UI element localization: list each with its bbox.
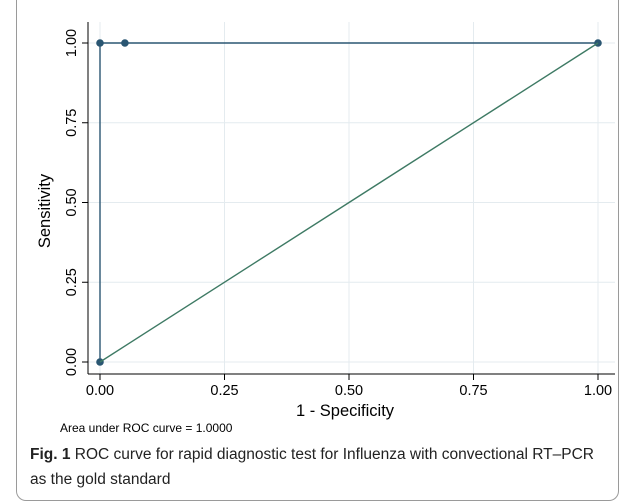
- x-tick-label: 1.00: [584, 383, 612, 399]
- caption-label: Fig. 1: [30, 446, 71, 463]
- y-axis-title: Sensitivity: [36, 173, 54, 248]
- plot-background: [88, 22, 615, 374]
- x-axis-title: 1 - Specificity: [296, 402, 395, 420]
- auc-note: Area under ROC curve = 1.0000: [60, 421, 233, 435]
- roc-curve-line: [99, 42, 598, 362]
- x-tick-label: 0.75: [459, 383, 487, 399]
- figure-caption: Fig. 1 ROC curve for rapid diagnostic te…: [30, 442, 600, 492]
- y-tick-label: 1.00: [64, 29, 80, 57]
- roc-point-marker: [121, 39, 129, 47]
- roc-point-marker: [96, 39, 104, 47]
- x-tick-label: 0.25: [210, 383, 238, 399]
- series-layer: [96, 39, 602, 366]
- reference-line: [99, 42, 599, 363]
- caption-text: ROC curve for rapid diagnostic test for …: [30, 446, 594, 488]
- plot-area: [88, 22, 615, 374]
- y-tick-label: 0.00: [64, 348, 80, 376]
- y-tick-label: 0.25: [64, 268, 80, 296]
- x-tick-label: 0.00: [86, 383, 114, 399]
- x-tick-label: 0.50: [335, 383, 363, 399]
- y-tick-labels: 0.00 0.25 0.50 0.75 1.00: [64, 29, 80, 376]
- y-tick-label: 0.50: [64, 188, 80, 216]
- roc-chart: 0.00 0.25 0.50 0.75 1.00 0.00 0.25 0.50 0.75 1.0…: [36, 22, 615, 435]
- x-tick-labels: 0.00 0.25 0.50 0.75 1.00: [86, 383, 612, 399]
- axes: [82, 22, 615, 380]
- y-tick-label: 0.75: [64, 109, 80, 137]
